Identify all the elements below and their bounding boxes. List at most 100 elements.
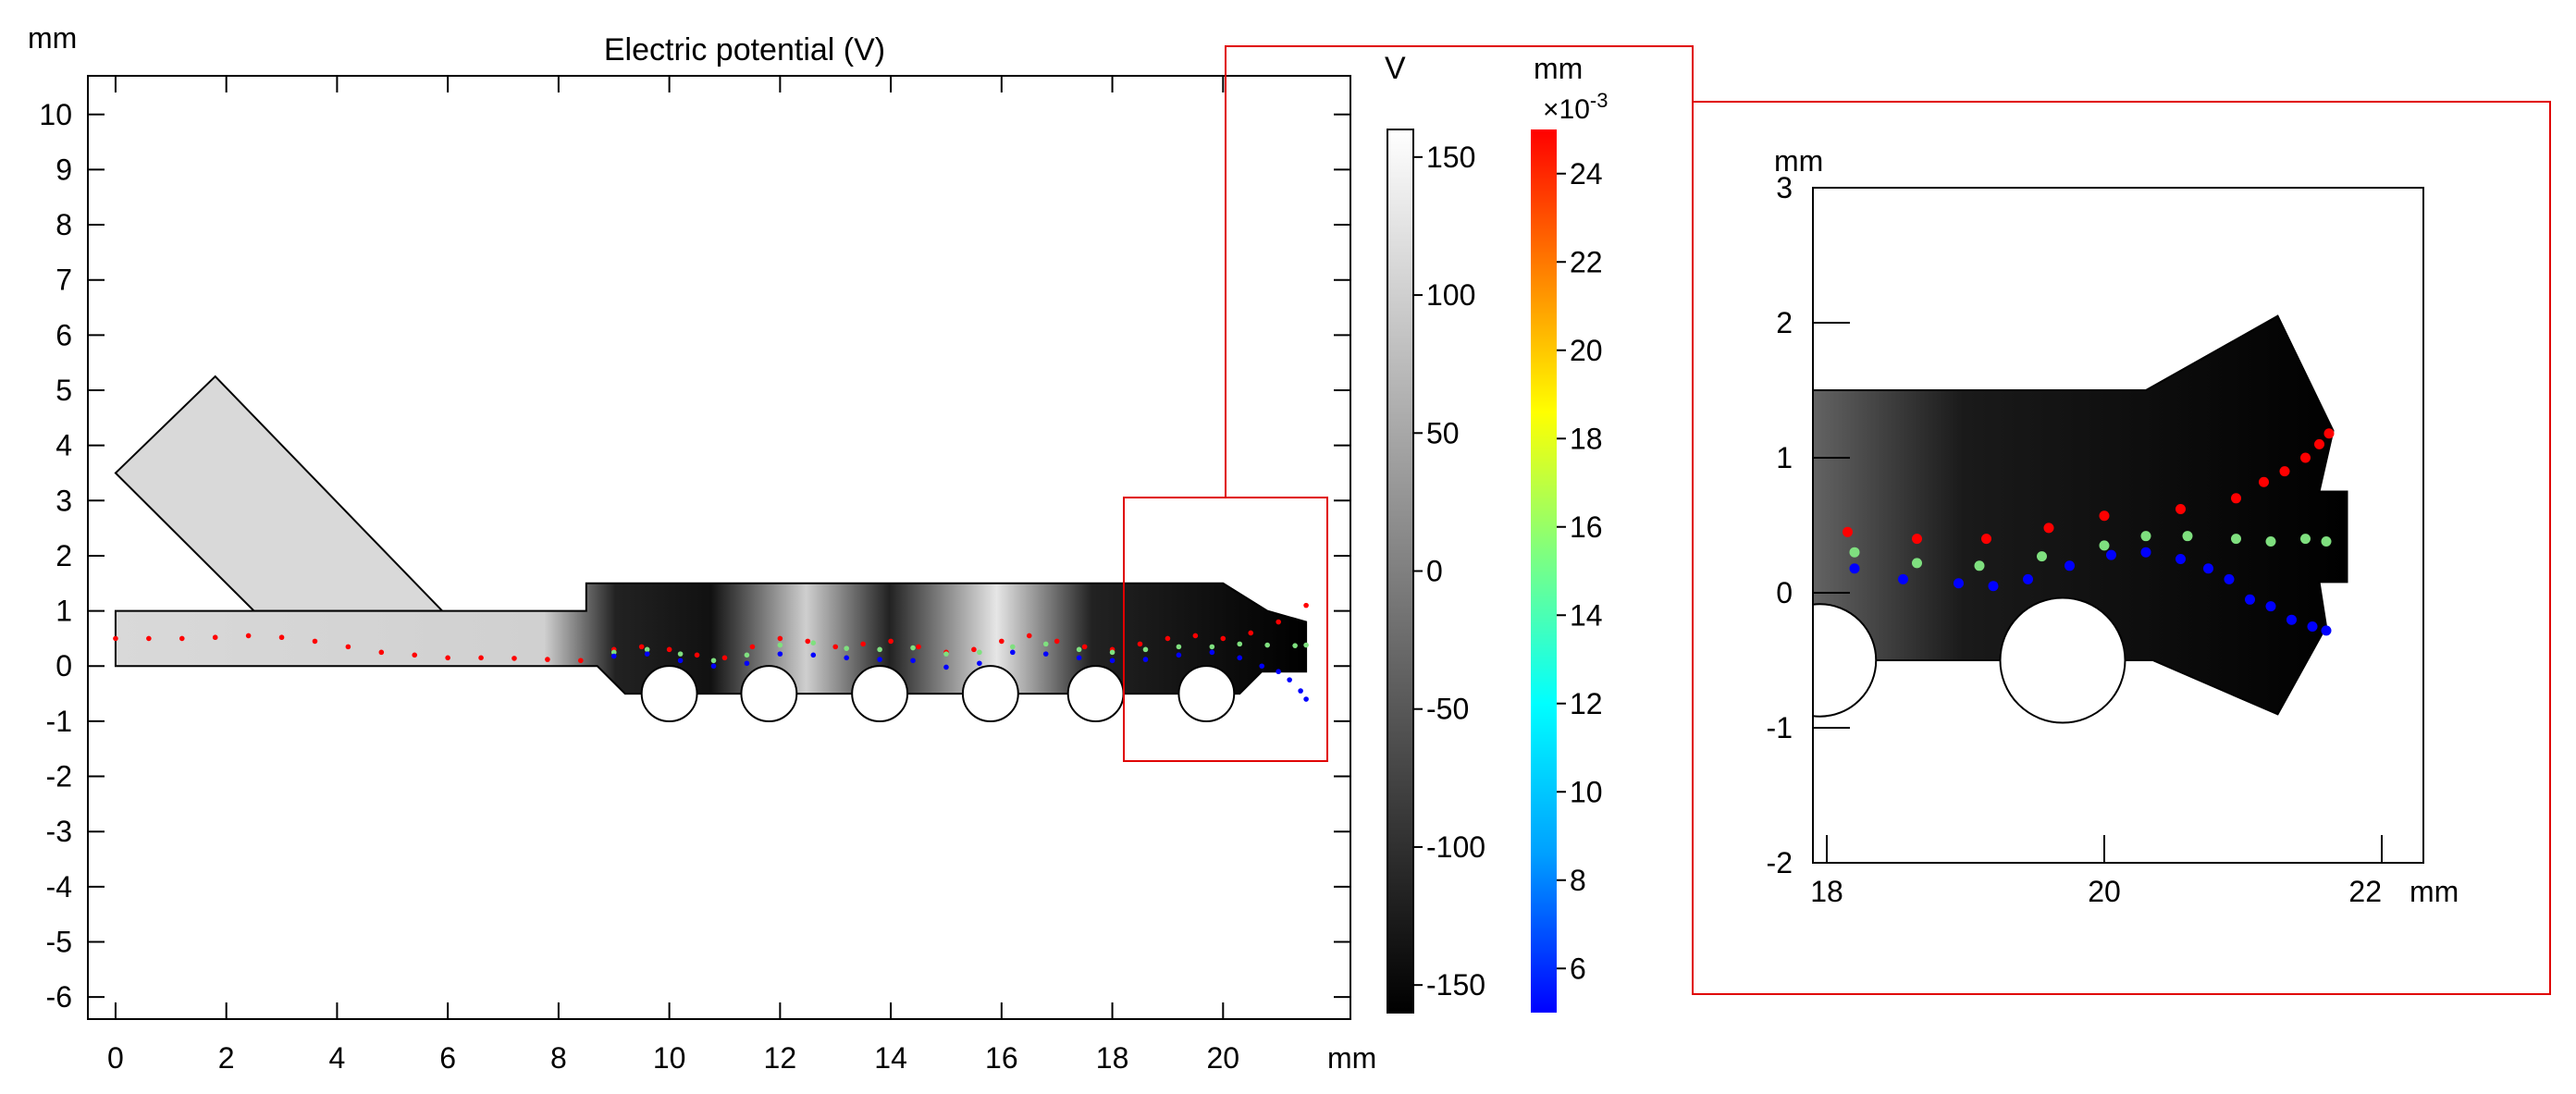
- electrode-hole: [740, 665, 798, 723]
- y-tick-label: 2: [55, 539, 72, 572]
- inset-trajectory-point: [2099, 540, 2110, 551]
- trajectory-point: [777, 635, 783, 642]
- x-tick-label: 4: [329, 1041, 346, 1075]
- y-tick-label: -1: [46, 705, 72, 738]
- colorbar-tick-label: -150: [1426, 968, 1485, 1002]
- trajectory-point: [777, 651, 783, 657]
- inset-trajectory-point: [1898, 573, 1908, 584]
- inset-trajectory-point: [2043, 522, 2054, 534]
- trajectory-point: [445, 655, 450, 661]
- inset-y-tick-label: 2: [1776, 306, 1793, 339]
- trajectory-point: [810, 652, 817, 658]
- electrode-hole: [1177, 665, 1236, 723]
- inset-x-tick-label: 18: [1810, 875, 1843, 908]
- inset-trajectory-point: [2321, 536, 2332, 547]
- trajectory-point: [677, 651, 684, 657]
- trajectory-point: [146, 635, 152, 642]
- inset-trajectory-point: [2321, 625, 2332, 636]
- trajectory-point: [1237, 641, 1243, 647]
- inset-plot: mm mm 3 2 1 0 -1 -2 18 20 22: [1767, 144, 2459, 908]
- trajectory-point: [832, 644, 839, 650]
- trajectory-point: [1287, 677, 1292, 682]
- inset-trajectory-point: [1849, 563, 1860, 574]
- inset-particle-trajectories: [1843, 428, 2335, 636]
- trajectory-point: [860, 641, 866, 647]
- inset-trajectory-point: [2064, 560, 2075, 572]
- diameter-colorbar-gradient: [1531, 129, 1557, 1013]
- inset-trajectory-point: [2300, 452, 2311, 463]
- x-tick-label: 20: [1207, 1041, 1240, 1075]
- inset-trajectory-point: [1954, 578, 1964, 589]
- x-tick-label: 0: [107, 1041, 124, 1075]
- main-plot-frame: [87, 75, 1351, 1020]
- y-tick-label: 3: [55, 484, 72, 517]
- y-tick-label: 9: [55, 153, 72, 186]
- colorbar-tick-label: 20: [1570, 334, 1603, 367]
- trajectory-point: [1303, 602, 1309, 608]
- channel-geometry: [114, 375, 1308, 723]
- trajectory-point: [378, 649, 385, 656]
- electrode-hole: [961, 665, 1019, 723]
- trajectory-point: [943, 651, 949, 657]
- trajectory-point: [1176, 652, 1182, 658]
- inset-trajectory-point: [2314, 438, 2324, 449]
- y-tick-label: 1: [55, 595, 72, 628]
- inset-trajectory-point: [2140, 547, 2151, 558]
- inset-trajectory-point: [2265, 601, 2276, 612]
- inset-trajectory-point: [1849, 547, 1860, 558]
- potential-colorbar-ticks: 150 100 50 0 -50 -100 -150: [1413, 141, 1485, 1002]
- inset-y-ticks: 3 2 1 0 -1 -2: [1767, 171, 1850, 879]
- trajectory-point: [1042, 641, 1049, 647]
- colorbar-tick-label: -100: [1426, 830, 1485, 864]
- trajectory-point: [1209, 649, 1215, 656]
- trajectory-point: [545, 657, 550, 662]
- trajectory-point: [1010, 649, 1016, 656]
- trajectory-point: [1042, 651, 1049, 657]
- y-tick-label: -2: [46, 760, 72, 793]
- inset-trajectory-point: [2231, 534, 2241, 545]
- colorbar-tick-label: 16: [1570, 510, 1603, 544]
- trajectory-point: [877, 646, 882, 653]
- y-tick-label: 8: [55, 208, 72, 241]
- main-x-unit: mm: [1327, 1041, 1376, 1075]
- inset-electrode-hole: [1813, 603, 1878, 718]
- x-tick-label: 8: [550, 1041, 567, 1075]
- x-tick-label: 2: [218, 1041, 235, 1075]
- x-tick-label: 6: [439, 1041, 456, 1075]
- inset-trajectory-point: [2300, 534, 2311, 545]
- potential-colorbar-unit: V: [1385, 51, 1406, 86]
- trajectory-point: [1109, 658, 1115, 664]
- trajectory-point: [278, 634, 285, 641]
- colorbar-tick-label: 50: [1426, 416, 1460, 449]
- trajectory-point: [1237, 655, 1243, 661]
- main-plot: Electric potential (V) mm mm 10987654321…: [28, 21, 1376, 1075]
- trajectory-point: [1264, 642, 1270, 648]
- inset-trajectory-point: [1988, 581, 1999, 592]
- zoom-connector: [1225, 45, 2551, 995]
- y-tick-label: 10: [39, 98, 72, 131]
- colorbar-tick-label: 24: [1570, 157, 1603, 191]
- trajectory-point: [1054, 638, 1060, 645]
- x-tick-label: 18: [1096, 1041, 1129, 1075]
- inset-trajectory-point: [2175, 554, 2186, 564]
- trajectory-point: [694, 652, 700, 658]
- trajectory-point: [844, 655, 849, 661]
- inset-x-unit: mm: [2410, 875, 2459, 908]
- inset-trajectory-point: [2286, 614, 2297, 625]
- inset-y-tick-label: 1: [1776, 441, 1793, 474]
- potential-colorbar-gradient: [1387, 129, 1414, 1014]
- trajectory-point: [1081, 644, 1088, 650]
- inset-x-ticks: 18 20 22: [1810, 835, 2383, 908]
- diameter-colorbar-multiplier: ×10-3: [1543, 89, 1608, 125]
- side-inlet-channel: [114, 375, 445, 612]
- inset-trajectory-point: [2203, 563, 2213, 574]
- inset-trajectory-point: [2106, 549, 2116, 560]
- colorbar-tick-label: 10: [1570, 775, 1603, 808]
- y-tick-label: -6: [46, 980, 72, 1014]
- trajectory-point: [1220, 635, 1226, 642]
- trajectory-point: [1303, 642, 1309, 648]
- trajectory-point: [805, 638, 811, 645]
- x-tick-label: 16: [985, 1041, 1018, 1075]
